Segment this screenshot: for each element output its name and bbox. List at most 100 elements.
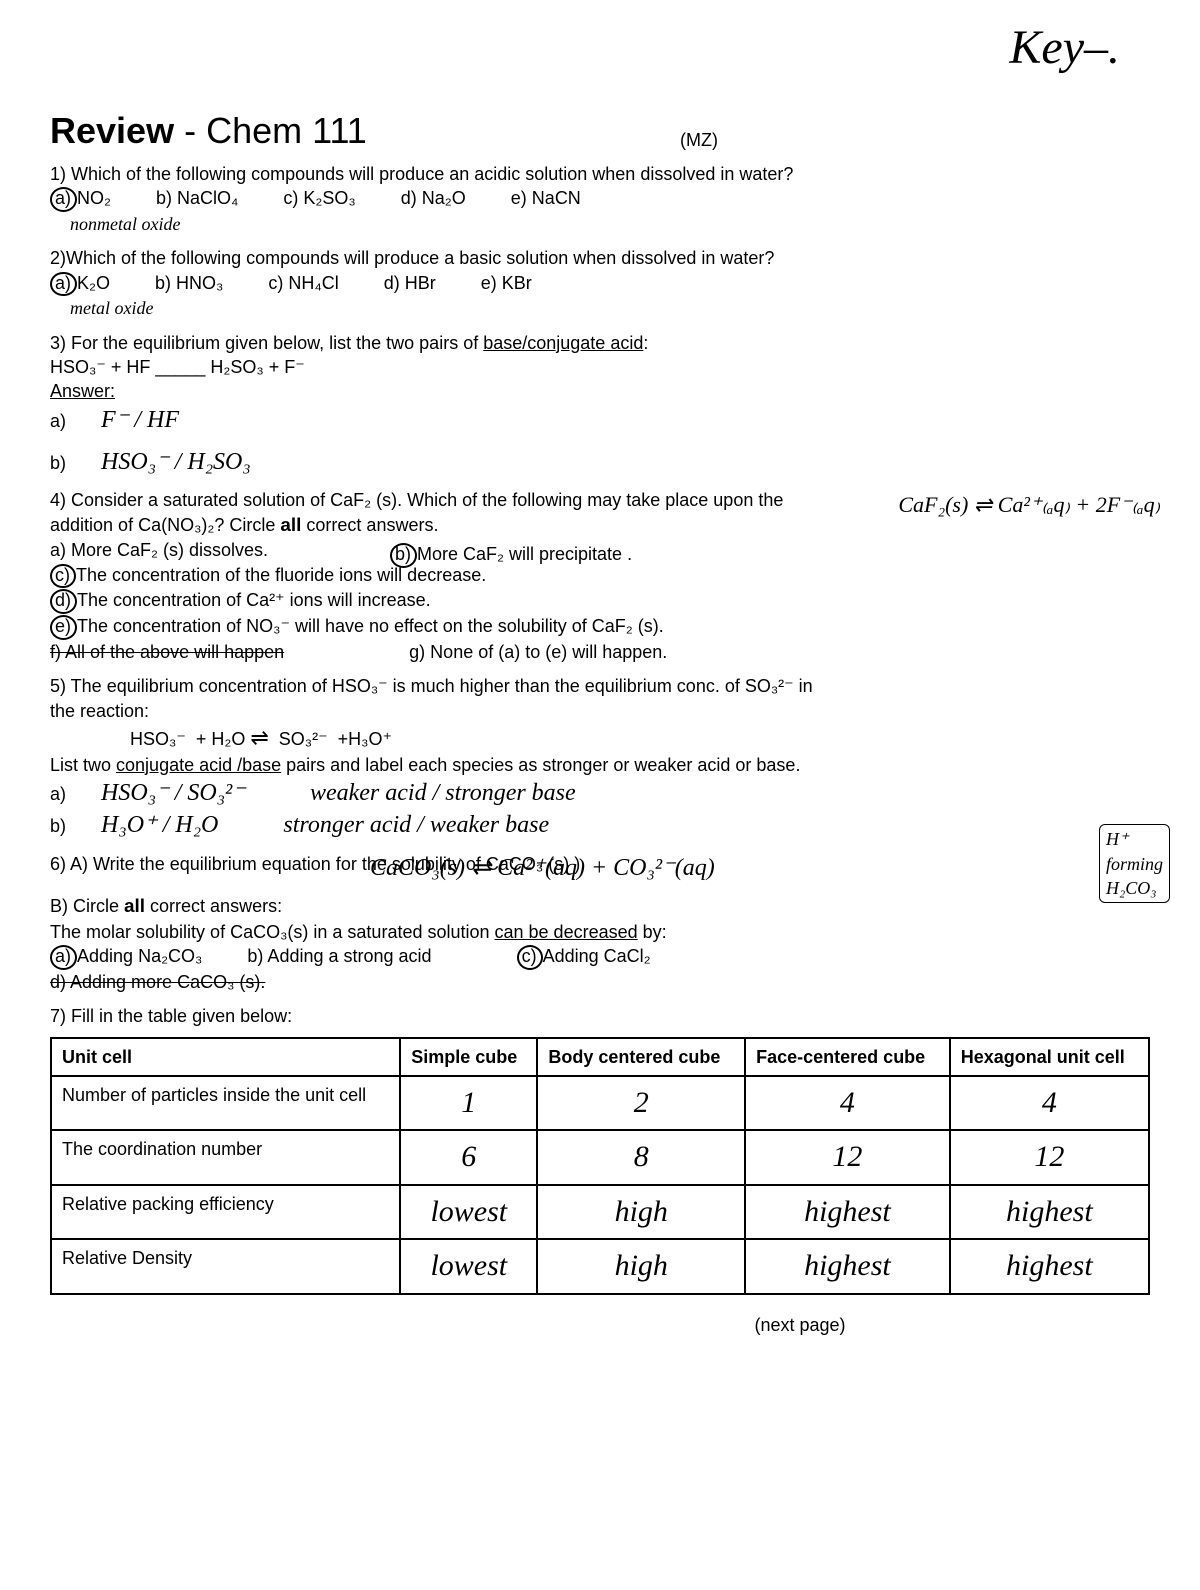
key-annotation: Key–. bbox=[1009, 20, 1120, 75]
q5-equation: HSO₃⁻ + H₂O ⇌ SO₃²⁻ +H₃O⁺ bbox=[130, 723, 1150, 753]
r1c1: 8 bbox=[548, 1137, 734, 1178]
q4-f: f) All of the above will happen bbox=[50, 642, 284, 662]
unit-cell-table: Unit cell Simple cube Body centered cube… bbox=[50, 1037, 1150, 1295]
r0c3: 4 bbox=[961, 1083, 1138, 1124]
q5-b-pair: H₃O⁺ / H₂O bbox=[101, 812, 218, 838]
row1-label: The coordination number bbox=[51, 1130, 400, 1185]
question-1: 1) Which of the following compounds will… bbox=[50, 162, 1150, 236]
q5-ia: List two bbox=[50, 755, 116, 775]
q5-a-desc: weaker acid / stronger base bbox=[310, 780, 576, 806]
th-3: Face-centered cube bbox=[745, 1038, 950, 1076]
question-7: 7) Fill in the table given below: Unit c… bbox=[50, 1004, 1150, 1295]
q4-fg-row: f) All of the above will happen g) None … bbox=[50, 640, 1150, 664]
q6-c-circle: c) bbox=[517, 945, 543, 970]
q3-prompt-b: : bbox=[643, 333, 648, 353]
q4-b-circle: b) bbox=[390, 543, 417, 568]
q5-sn2: forming bbox=[1106, 852, 1163, 876]
page-title: Review - Chem 111 bbox=[50, 110, 1150, 152]
q6-ble: by: bbox=[638, 922, 667, 942]
row3-label: Relative Density bbox=[51, 1239, 400, 1294]
q6-a-text: Adding Na₂CO₃ bbox=[77, 946, 202, 966]
q5-line2: the reaction: bbox=[50, 699, 1150, 723]
r1c3: 12 bbox=[961, 1137, 1138, 1178]
r0c0: 1 bbox=[411, 1083, 526, 1124]
q1-c: c) K₂SO₃ bbox=[283, 186, 355, 210]
r3c3: highest bbox=[961, 1246, 1138, 1287]
q4-d-circle: d) bbox=[50, 589, 77, 614]
q4-e-text: The concentration of NO₃⁻ will have no e… bbox=[77, 616, 664, 636]
q6-options-row1: a)Adding Na₂CO₃ b) Adding a strong acid … bbox=[50, 944, 1150, 970]
r3c0: lowest bbox=[411, 1246, 526, 1287]
q3-a-answer: F⁻ / HF bbox=[101, 407, 179, 433]
q6-d-opt: d) Adding more CaCO₃ (s). bbox=[50, 970, 1150, 994]
mz-label: (MZ) bbox=[680, 130, 718, 151]
r3c1: high bbox=[548, 1246, 734, 1287]
title-bold: Review bbox=[50, 110, 174, 151]
r0c1: 2 bbox=[548, 1083, 734, 1124]
q3-b-label: b) bbox=[50, 453, 66, 473]
q3-answer-label: Answer: bbox=[50, 379, 1150, 403]
title-rest: - Chem 111 bbox=[174, 110, 367, 151]
q5-a-pair: HSO₃⁻ / SO₃²⁻ bbox=[101, 780, 245, 806]
q1-e: e) NaCN bbox=[511, 186, 581, 210]
q2-options: a)K₂O b) HNO₃ c) NH₄Cl d) HBr e) KBr bbox=[50, 271, 1150, 297]
table-row: Number of particles inside the unit cell… bbox=[51, 1076, 1149, 1131]
q6-a-equation: CaCO₃(s) ⇌ Ca²⁺(aq) + CO₃²⁻(aq) bbox=[370, 852, 1150, 884]
q1-a-circle: a) bbox=[50, 187, 77, 212]
next-page-label: (next page) bbox=[450, 1315, 1150, 1336]
q5-line1: 5) The equilibrium concentration of HSO₃… bbox=[50, 674, 1150, 698]
q7-prompt: 7) Fill in the table given below: bbox=[50, 1004, 1150, 1028]
q2-e: e) KBr bbox=[481, 271, 532, 295]
r1c2: 12 bbox=[756, 1137, 939, 1178]
q6-bpa: B) Circle bbox=[50, 896, 124, 916]
q6-b-prompt: B) Circle all correct answers: bbox=[50, 894, 1150, 920]
q4-g: g) None of (a) to (e) will happen. bbox=[409, 642, 667, 662]
r1c0: 6 bbox=[411, 1137, 526, 1178]
q5-a-label: a) bbox=[50, 784, 66, 804]
r3c2: highest bbox=[756, 1246, 939, 1287]
q5-iu: conjugate acid /base bbox=[116, 755, 281, 775]
q1-options: a)NO₂ b) NaClO₄ c) K₂SO₃ d) Na₂O e) NaCN bbox=[50, 186, 1150, 212]
q5-side-note: H⁺ forming H₂CO₃ bbox=[1099, 824, 1170, 903]
q4-d: d)The concentration of Ca²⁺ ions will in… bbox=[50, 588, 1150, 614]
q4-c-circle: c) bbox=[50, 564, 76, 589]
q1-d: d) Na₂O bbox=[401, 186, 466, 210]
q3-prompt-u: base/conjugate acid bbox=[483, 333, 643, 353]
question-5: 5) The equilibrium concentration of HSO₃… bbox=[50, 674, 1150, 841]
q2-c: c) NH₄Cl bbox=[268, 271, 338, 295]
q5-a-row: a) HSO₃⁻ / SO₃²⁻ weaker acid / stronger … bbox=[50, 777, 1150, 809]
q2-prompt: 2)Which of the following compounds will … bbox=[50, 246, 1150, 270]
q6-b-line: The molar solubility of CaCO₃(s) in a sa… bbox=[50, 920, 1150, 944]
q5-sn3: H₂CO₃ bbox=[1106, 876, 1163, 900]
q6-blu: can be decreased bbox=[495, 922, 638, 942]
q2-b: b) HNO₃ bbox=[155, 271, 223, 295]
th-4: Hexagonal unit cell bbox=[950, 1038, 1149, 1076]
table-header-row: Unit cell Simple cube Body centered cube… bbox=[51, 1038, 1149, 1076]
q4-side-equation: CaF₂(s) ⇌ Ca²⁺₍ₐq₎ + 2F⁻₍ₐq₎ bbox=[898, 490, 1160, 520]
question-3: 3) For the equilibrium given below, list… bbox=[50, 331, 1150, 479]
question-4: 4) Consider a saturated solution of CaF₂… bbox=[50, 488, 1150, 664]
q5-ib: pairs and label each species as stronger… bbox=[281, 755, 800, 775]
q3-a-row: a) F⁻ / HF bbox=[50, 404, 1150, 436]
q2-d: d) HBr bbox=[384, 271, 436, 295]
r2c3: highest bbox=[961, 1192, 1138, 1233]
th-1: Simple cube bbox=[400, 1038, 537, 1076]
q4-e: e)The concentration of NO₃⁻ will have no… bbox=[50, 614, 1150, 640]
equilibrium-arrow-icon: ⇌ bbox=[250, 723, 268, 753]
q3-b-row: b) HSO₃⁻ / H₂SO₃ bbox=[50, 446, 1150, 478]
q4-e-circle: e) bbox=[50, 615, 77, 640]
q5-b-label: b) bbox=[50, 816, 66, 836]
th-2: Body centered cube bbox=[537, 1038, 745, 1076]
q3-equation: HSO₃⁻ + HF _____ H₂SO₃ + F⁻ bbox=[50, 355, 1150, 379]
q4-b: b)More CaF₂ will precipitate . bbox=[390, 542, 632, 568]
q1-prompt: 1) Which of the following compounds will… bbox=[50, 162, 1150, 186]
q4-l2c: correct answers. bbox=[301, 515, 438, 535]
q3-prompt-a: 3) For the equilibrium given below, list… bbox=[50, 333, 483, 353]
q4-b-text: More CaF₂ will precipitate . bbox=[417, 544, 632, 564]
q6-c-text: Adding CaCl₂ bbox=[543, 946, 651, 966]
q3-a-label: a) bbox=[50, 411, 66, 431]
q5-b-desc: stronger acid / weaker base bbox=[283, 812, 549, 838]
q5-b-row: b) H₃O⁺ / H₂O stronger acid / weaker bas… bbox=[50, 809, 1150, 841]
q6-a-circle: a) bbox=[50, 945, 77, 970]
r2c1: high bbox=[548, 1192, 734, 1233]
